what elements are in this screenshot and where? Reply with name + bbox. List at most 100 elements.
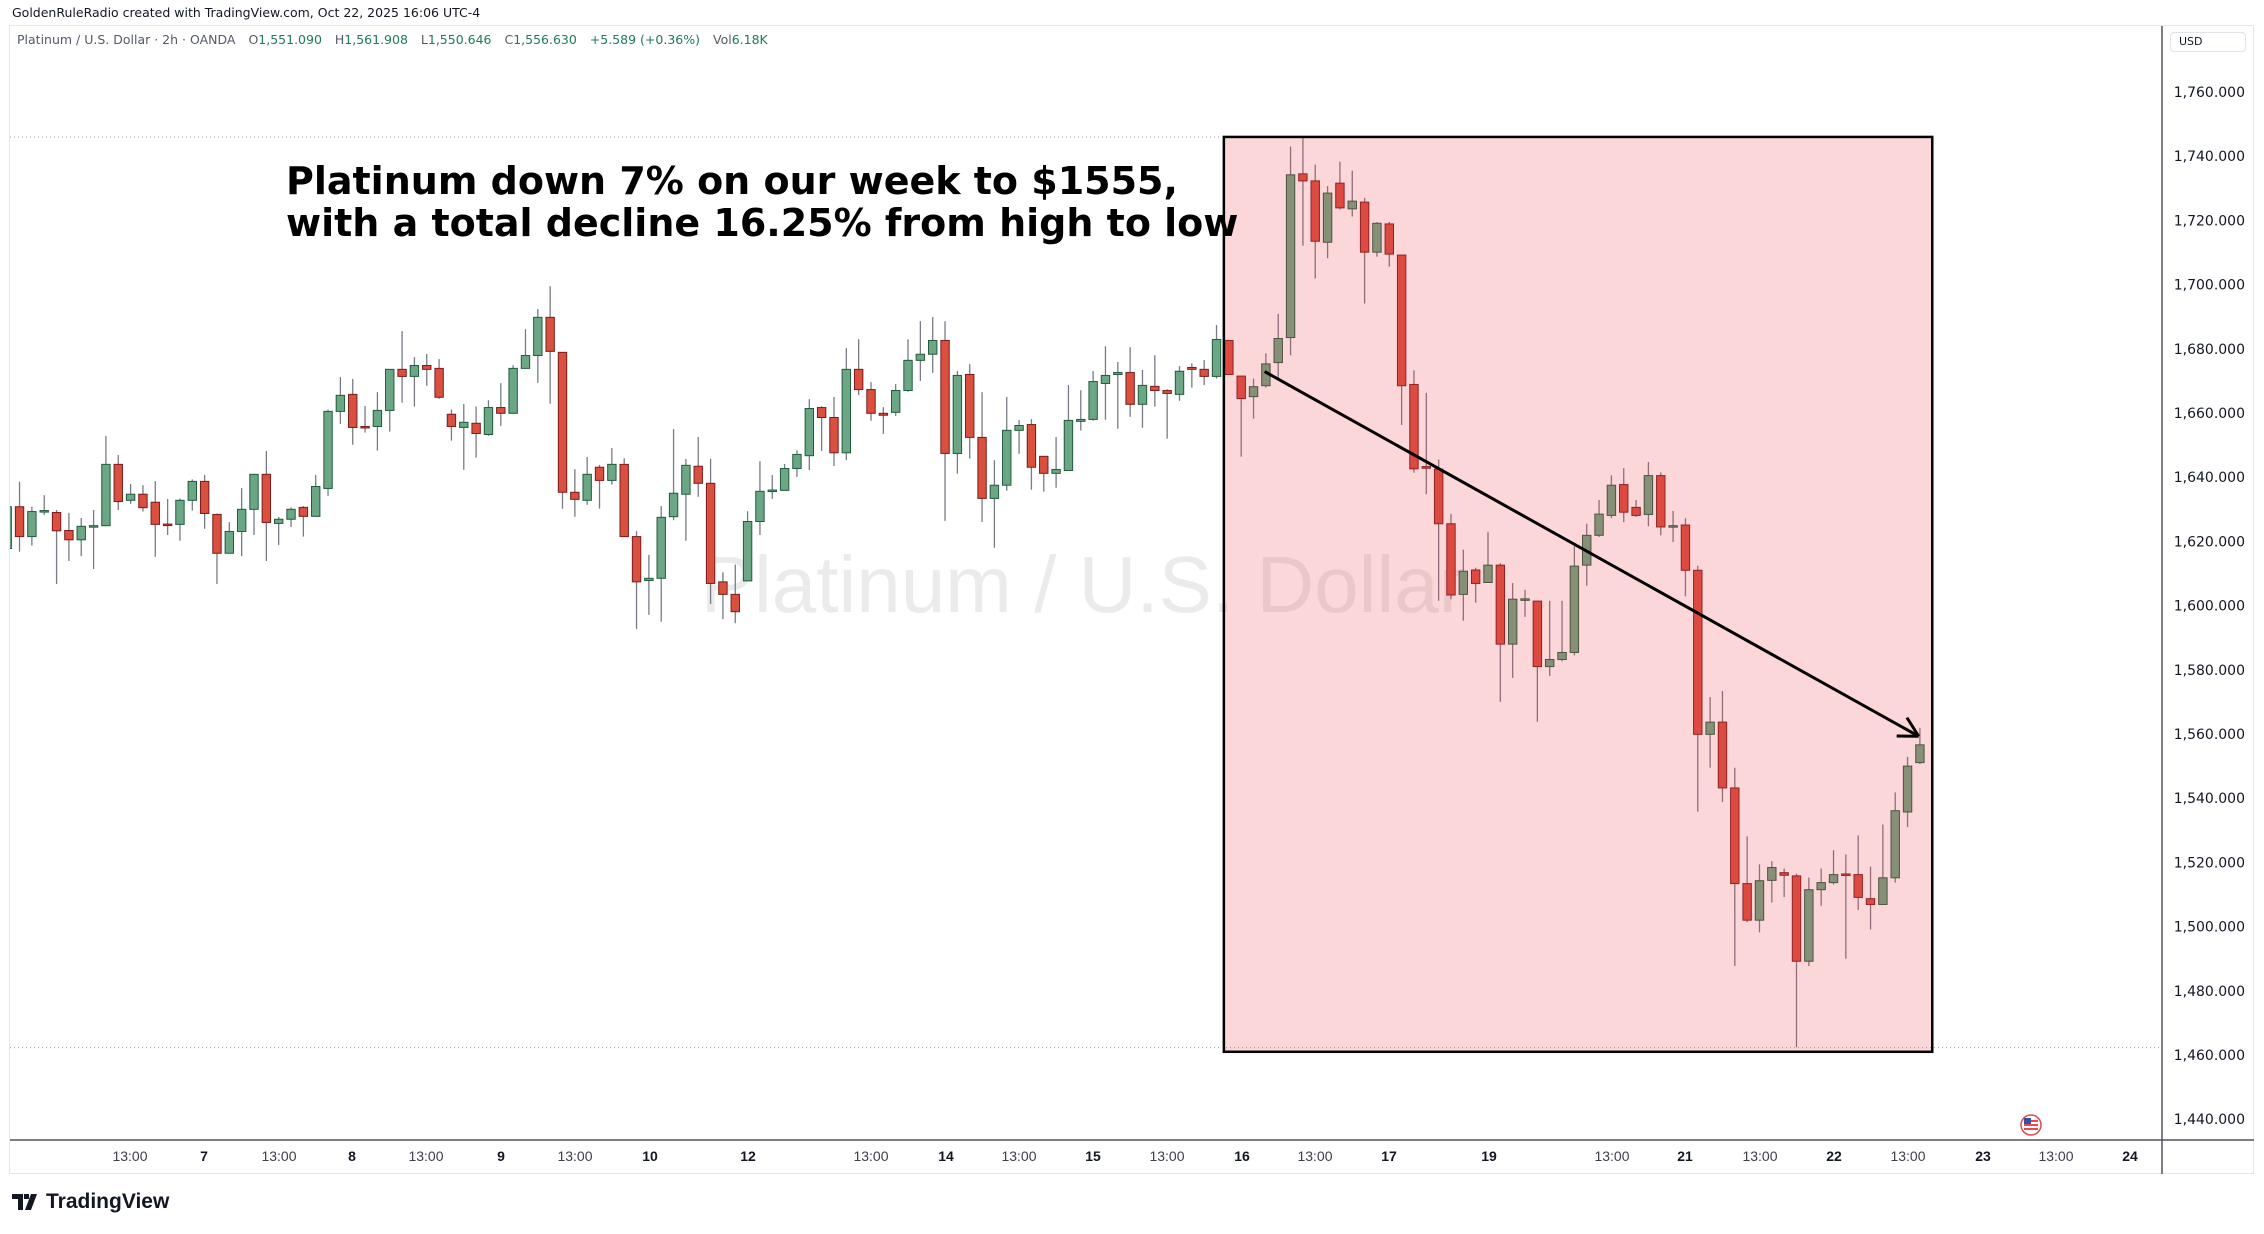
currency-button[interactable]: USD [2170, 32, 2246, 52]
candle [1162, 389, 1172, 439]
legend-high-value: 1,561.908 [344, 32, 408, 47]
tradingview-logo[interactable]: TradingView [12, 1190, 169, 1214]
candle-body-up [236, 508, 247, 532]
candle-body-up [1594, 513, 1604, 536]
price-tick-label: 1,500.000 [2174, 920, 2245, 936]
arrowhead [1905, 716, 1920, 738]
candle [1680, 518, 1691, 597]
candle-body-down [1865, 898, 1876, 905]
candle-body-up [533, 316, 543, 357]
candle [311, 474, 321, 517]
candle [1236, 375, 1246, 457]
candle [631, 531, 642, 630]
candle [1557, 600, 1567, 662]
legend-open-label: O [248, 32, 259, 47]
candle [1532, 600, 1543, 722]
candle-body-down [1841, 873, 1851, 876]
time-tick-day: 24 [2122, 1148, 2138, 1164]
us-flag-icon[interactable] [2020, 1114, 2042, 1136]
candle [755, 461, 765, 535]
candle-body-up [27, 511, 37, 538]
legend-low-label: L [420, 32, 428, 47]
candle-body-down [545, 316, 555, 352]
candle-body-up [286, 508, 296, 520]
candle [1668, 510, 1678, 543]
candle [1631, 499, 1641, 518]
candle [1125, 347, 1135, 417]
candle-body-up [1890, 810, 1900, 879]
time-tick-day: 23 [1975, 1148, 1991, 1164]
candle [1273, 313, 1283, 379]
candle [1248, 378, 1259, 419]
highlight-rectangle[interactable] [1222, 135, 1934, 1054]
annotation-line-1[interactable]: Platinum down 7% on our week to $1555, [286, 159, 1178, 203]
candle [1705, 697, 1715, 768]
candle [1828, 850, 1839, 885]
candle-body-down [1298, 173, 1308, 182]
candle [508, 365, 518, 414]
price-tick-label: 1,600.000 [2174, 599, 2245, 615]
candle-body-down [162, 523, 173, 527]
candle [1507, 583, 1518, 678]
candle [1594, 499, 1604, 537]
candle [1199, 360, 1209, 386]
candle [1322, 186, 1333, 259]
candle-body-up [767, 489, 777, 493]
trend-arrow[interactable] [1263, 370, 1920, 738]
candle [27, 506, 37, 546]
candle [1137, 369, 1148, 428]
candle-body-up [755, 490, 765, 522]
candle-body-up [952, 374, 963, 454]
candle [730, 564, 740, 624]
price-axis[interactable]: 1,760.000 1,740.000 1,720.000 1,700.000 1,68… [2174, 85, 2245, 1128]
candle-body-down [718, 581, 728, 595]
candle [582, 456, 592, 505]
candle-body-up [1458, 570, 1469, 595]
candle [138, 485, 148, 512]
candle-body-up [1483, 564, 1493, 583]
candle-body-up [1248, 386, 1259, 398]
candle-body-up [1063, 419, 1074, 471]
candle [1495, 563, 1506, 702]
candle [1767, 861, 1777, 903]
candle-body-up [903, 359, 913, 392]
candle [767, 474, 777, 500]
candle-body-down [1717, 721, 1728, 789]
candle [51, 509, 62, 585]
candle [1865, 866, 1876, 930]
candle-body-down [1532, 600, 1543, 668]
time-tick-hour: 13:00 [853, 1148, 888, 1164]
candle-body-up [792, 453, 802, 470]
candle [10, 506, 12, 549]
candle [940, 321, 950, 521]
candle-body-down [1396, 254, 1407, 387]
time-tick-hour: 13:00 [1594, 1148, 1629, 1164]
candle-body-down [1236, 375, 1246, 400]
candle-body-up [1705, 721, 1715, 735]
candle [1619, 468, 1629, 523]
candle-body-up [323, 410, 333, 489]
candle-body-up [520, 355, 531, 369]
annotation-line-2[interactable]: with a total decline 16.25% from high to… [286, 201, 1238, 245]
price-tick-label: 1,440.000 [2174, 1112, 2245, 1128]
candle-body-up [1767, 867, 1777, 881]
candle-body-down [113, 463, 123, 503]
candle-body-down [1199, 368, 1209, 377]
symbol-legend[interactable]: Platinum / U.S. Dollar · 2h · OANDA O1,5… [17, 32, 777, 47]
candle-body-up [483, 407, 494, 436]
candle-body-up [841, 368, 852, 454]
candle-body-down [977, 436, 987, 499]
candle-body-down [1384, 223, 1394, 255]
candle [1421, 392, 1431, 495]
candle-body-down [940, 339, 950, 454]
time-axis[interactable]: 13:00 7 13:00 8 13:00 9 13:00 10 12 13:00 14 13:00 1… [112, 1148, 2138, 1164]
candle-body-up [1174, 370, 1185, 395]
candle-body-down [1853, 874, 1863, 898]
symbol-watermark: Platinum / U.S. Dollar [701, 540, 1466, 629]
candle [1211, 325, 1222, 379]
candle-body-up [385, 368, 395, 411]
trend-line[interactable] [1263, 370, 1920, 738]
candle-body-down [730, 593, 740, 613]
